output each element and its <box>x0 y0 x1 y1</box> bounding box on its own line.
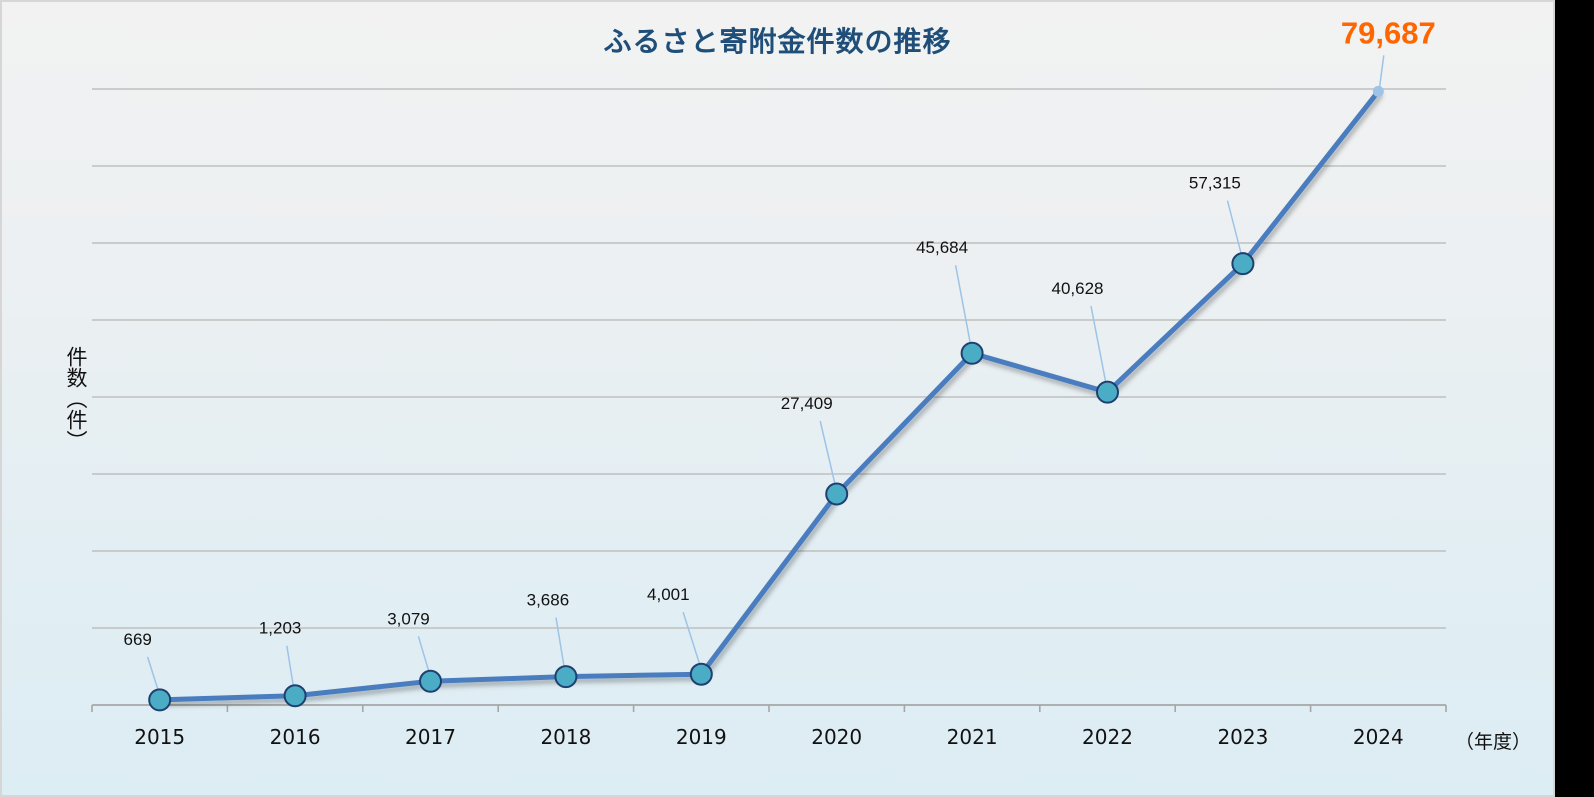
data-marker <box>960 341 984 365</box>
x-tick-label: 2018 <box>540 725 591 749</box>
gridlines <box>92 88 1446 629</box>
leader-line <box>682 611 701 664</box>
chart-card: ふるさと寄附金件数の推移 件数（件） （年度） <box>0 0 1555 797</box>
data-marker <box>689 662 713 686</box>
data-label: 1,203 <box>259 619 302 638</box>
leader-line <box>286 645 294 685</box>
data-label: 3,079 <box>387 609 430 628</box>
x-tick-label: 2022 <box>1082 725 1133 749</box>
x-tick-label: 2019 <box>676 725 727 749</box>
leader-line <box>555 617 565 666</box>
data-marker <box>283 684 307 708</box>
data-marker-highlight <box>1372 85 1384 97</box>
data-label: 4,001 <box>647 585 690 604</box>
leader-line <box>1090 306 1107 382</box>
x-tick-label: 2020 <box>811 725 862 749</box>
highlight-data-label: 79,687 <box>1341 15 1436 50</box>
data-marker <box>1231 252 1255 276</box>
data-marker <box>419 669 442 693</box>
x-axis <box>91 704 1447 712</box>
data-label: 27,409 <box>781 394 833 413</box>
x-tick-label: 2015 <box>134 725 185 749</box>
data-label: 45,684 <box>916 238 968 257</box>
x-tick-label: 2021 <box>947 725 998 749</box>
x-axis-tick-labels: 2015 2016 2017 2018 2019 2020 2021 2022 2023 2024 <box>134 725 1404 749</box>
data-label-leader-lines <box>146 55 1385 690</box>
leader-line <box>146 656 159 690</box>
leader-line <box>1378 55 1385 90</box>
data-label: 40,628 <box>1052 279 1104 298</box>
chart-title: ふるさと寄附金件数の推移 <box>603 25 952 58</box>
data-label: 669 <box>124 630 152 649</box>
x-tick-label: 2023 <box>1217 725 1268 749</box>
data-marker <box>1096 380 1119 404</box>
data-label: 57,315 <box>1189 174 1241 193</box>
data-marker <box>554 665 578 689</box>
data-marker <box>825 482 849 506</box>
x-tick-label: 2024 <box>1353 725 1404 749</box>
x-axis-unit-label: （年度） <box>1455 731 1532 753</box>
y-axis-label: 件数（件） <box>64 346 88 451</box>
x-tick-label: 2017 <box>405 725 456 749</box>
x-tick-label: 2016 <box>270 725 321 749</box>
leader-line <box>417 636 430 671</box>
leader-line <box>1226 200 1242 253</box>
series-polyline <box>157 88 1381 703</box>
data-label: 3,686 <box>527 591 570 610</box>
data-marker <box>148 688 172 712</box>
data-markers <box>148 85 1384 712</box>
leader-line <box>819 420 836 484</box>
data-series-line <box>157 88 1381 703</box>
leader-line <box>954 265 971 343</box>
data-labels: 669 1,203 3,079 3,686 4,001 27,409 45,684 40,62… <box>124 15 1436 648</box>
